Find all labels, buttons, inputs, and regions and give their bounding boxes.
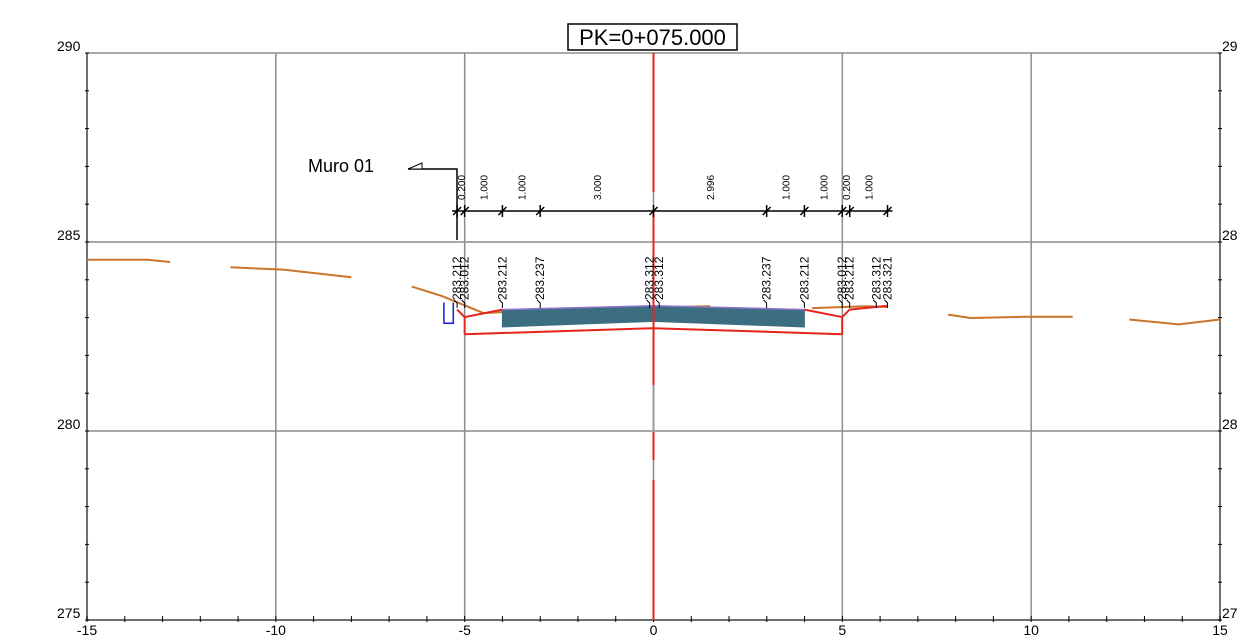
section-title: PK=0+075.000 — [567, 23, 738, 51]
dimension-slash — [799, 206, 809, 216]
dimension-slash — [648, 206, 659, 216]
x-tick-label: -5 — [458, 622, 471, 638]
y-tick-label-right: 28 — [1222, 227, 1238, 243]
wall-label: Muro 01 — [308, 156, 374, 176]
y-tick-label-right: 27 — [1222, 605, 1238, 621]
terrain-segment — [87, 258, 171, 263]
y-tick-label-right: 28 — [1222, 416, 1238, 432]
elevation-leader — [801, 299, 805, 308]
y-tick-label: 280 — [57, 416, 81, 432]
dimension-slash — [762, 206, 772, 216]
elevation-label: 283.012 — [458, 256, 472, 300]
wall-leader-arrow — [407, 162, 423, 170]
dimension-label: 1.000 — [782, 175, 793, 200]
left-ditch — [456, 308, 503, 319]
elevation-label: 283.212 — [797, 256, 811, 300]
elevation-leader — [499, 299, 503, 308]
terrain-segment — [230, 266, 352, 279]
x-tick-label: -15 — [77, 622, 97, 638]
dimension-slash — [535, 206, 545, 216]
terrain-segment — [1129, 318, 1221, 326]
elevation-leader — [536, 299, 541, 308]
y-tick-label-right: 29 — [1222, 38, 1238, 54]
dimension-label: 1.000 — [480, 175, 491, 200]
elevation-label: 283.312 — [652, 256, 666, 300]
elevation-label: 283.212 — [495, 256, 509, 300]
elevation-leader — [655, 299, 660, 308]
elevation-leader — [872, 299, 877, 308]
dimension-slash — [845, 206, 855, 216]
wall-leader — [408, 168, 458, 240]
elevation-leader — [838, 299, 843, 308]
dimension-label: 0.200 — [842, 175, 853, 200]
elevation-leader — [763, 299, 768, 308]
x-tick-label: 0 — [650, 622, 658, 638]
x-tick-label: -10 — [266, 622, 286, 638]
elevation-leader — [646, 299, 651, 308]
terrain-segment — [947, 313, 1073, 320]
dimension-slash — [460, 206, 470, 216]
dimension-slash — [882, 206, 893, 216]
dimension-slash — [497, 206, 507, 216]
elevation-label: 283.312 — [643, 256, 657, 300]
elevation-label: 283.012 — [835, 256, 849, 300]
dimension-chain: 0.200 1.000 1.000 3.000 2.996 1.000 1.000 0.200… — [452, 175, 893, 217]
dimension-slash — [837, 206, 847, 216]
elevation-leader — [884, 299, 888, 308]
title-text: PK=0+075.000 — [579, 25, 726, 50]
x-tick-label: 10 — [1023, 622, 1039, 638]
axes: 275 280 285 290 27 28 28 29 -15 -10 -5 0 5 10 15 — [57, 38, 1238, 638]
dimension-label: 2.996 — [706, 175, 717, 200]
dimension-label: 3.000 — [593, 175, 604, 200]
x-tick-label: 15 — [1212, 622, 1228, 638]
y-tick-label: 285 — [57, 227, 81, 243]
elevation-label: 283.237 — [533, 256, 547, 300]
dimension-label: 1.000 — [865, 175, 876, 200]
wall-callout: Muro 01 — [308, 156, 458, 240]
y-tick-label: 275 — [57, 605, 81, 621]
elevation-leader — [846, 299, 851, 308]
elevation-label: 283.321 — [881, 256, 895, 300]
elevation-label: 283.312 — [869, 256, 883, 300]
dimension-label: 0.200 — [457, 175, 468, 200]
elevation-label: 283.237 — [760, 256, 774, 300]
wall-outline — [443, 302, 455, 325]
x-tick-label: 5 — [838, 622, 846, 638]
dimension-label: 1.000 — [517, 175, 528, 200]
title-box — [567, 23, 738, 51]
elevation-label: 283.212 — [450, 256, 464, 300]
elevation-leader — [453, 299, 458, 308]
y-tick-label: 290 — [57, 38, 81, 54]
elevation-label: 283.212 — [843, 256, 857, 300]
dimension-label: 1.000 — [819, 175, 830, 200]
right-ditch — [804, 304, 888, 319]
elevation-leader — [461, 299, 466, 308]
